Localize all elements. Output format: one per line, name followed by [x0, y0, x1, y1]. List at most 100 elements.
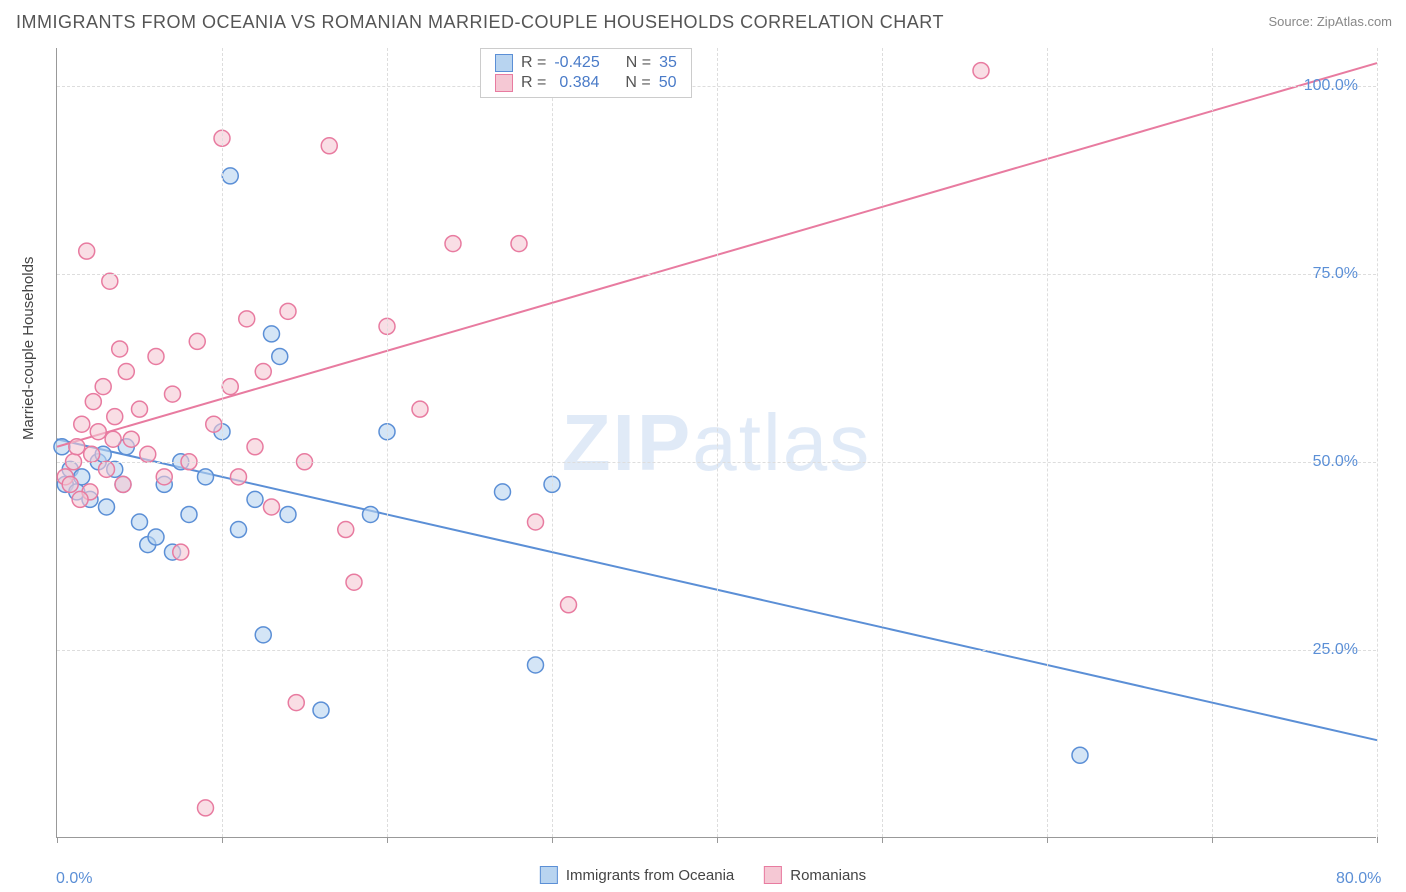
scatter-point	[62, 476, 78, 492]
scatter-point	[280, 303, 296, 319]
legend-swatch-1	[764, 866, 782, 884]
scatter-point	[280, 506, 296, 522]
gridline-vertical	[1212, 48, 1213, 837]
scatter-point	[231, 469, 247, 485]
scatter-point	[973, 63, 989, 79]
scatter-point	[181, 506, 197, 522]
scatter-point	[173, 544, 189, 560]
scatter-point	[255, 364, 271, 380]
scatter-point	[255, 627, 271, 643]
scatter-point	[148, 529, 164, 545]
scatter-point	[148, 348, 164, 364]
scatter-point	[528, 657, 544, 673]
scatter-point	[445, 236, 461, 252]
legend-label-1: Romanians	[790, 867, 866, 884]
scatter-point	[99, 499, 115, 515]
scatter-point	[313, 702, 329, 718]
scatter-point	[231, 522, 247, 538]
gridline-vertical	[222, 48, 223, 837]
scatter-point	[288, 695, 304, 711]
scatter-point	[102, 273, 118, 289]
legend-item-0: Immigrants from Oceania	[540, 866, 734, 884]
scatter-point	[363, 506, 379, 522]
scatter-point	[74, 416, 90, 432]
x-tick	[1377, 837, 1378, 843]
scatter-point	[115, 476, 131, 492]
scatter-point	[105, 431, 121, 447]
scatter-point	[90, 424, 106, 440]
x-tick	[882, 837, 883, 843]
x-tick	[552, 837, 553, 843]
gridline-vertical	[1047, 48, 1048, 837]
y-tick-label: 25.0%	[1313, 641, 1358, 659]
x-tick-label: 0.0%	[56, 870, 92, 888]
x-tick	[387, 837, 388, 843]
x-tick	[1212, 837, 1213, 843]
gridline-vertical	[552, 48, 553, 837]
scatter-point	[198, 469, 214, 485]
scatter-point	[72, 491, 88, 507]
scatter-point	[123, 431, 139, 447]
scatter-point	[118, 364, 134, 380]
gridline-vertical	[387, 48, 388, 837]
gridline-vertical	[882, 48, 883, 837]
scatter-point	[264, 326, 280, 342]
scatter-point	[561, 597, 577, 613]
scatter-point	[511, 236, 527, 252]
scatter-point	[140, 446, 156, 462]
scatter-point	[239, 311, 255, 327]
scatter-point	[1072, 747, 1088, 763]
y-axis-label: Married-couple Households	[20, 257, 37, 440]
legend-swatch-0	[540, 866, 558, 884]
scatter-point	[198, 800, 214, 816]
scatter-point	[321, 138, 337, 154]
gridline-vertical	[717, 48, 718, 837]
scatter-point	[495, 484, 511, 500]
scatter-point	[95, 379, 111, 395]
scatter-point	[132, 514, 148, 530]
stats-legend-box: R = -0.425 N = 35 R = 0.384 N = 50	[480, 48, 692, 98]
scatter-point	[99, 461, 115, 477]
y-tick-label: 50.0%	[1313, 453, 1358, 471]
scatter-point	[165, 386, 181, 402]
chart-plot-area: ZIPatlas 25.0%50.0%75.0%100.0%	[56, 48, 1376, 838]
scatter-point	[346, 574, 362, 590]
stats-row-series-1: R = 0.384 N = 50	[495, 73, 677, 93]
scatter-point	[132, 401, 148, 417]
scatter-point	[107, 409, 123, 425]
scatter-point	[247, 439, 263, 455]
scatter-point	[412, 401, 428, 417]
chart-title: IMMIGRANTS FROM OCEANIA VS ROMANIAN MARR…	[16, 12, 944, 33]
legend-item-1: Romanians	[764, 866, 866, 884]
bottom-legend: Immigrants from Oceania Romanians	[540, 866, 866, 884]
gridline-vertical	[1377, 48, 1378, 837]
scatter-point	[69, 439, 85, 455]
scatter-point	[112, 341, 128, 357]
scatter-point	[189, 333, 205, 349]
scatter-point	[247, 491, 263, 507]
scatter-point	[85, 394, 101, 410]
scatter-point	[528, 514, 544, 530]
scatter-point	[222, 168, 238, 184]
scatter-point	[54, 439, 70, 455]
scatter-point	[206, 416, 222, 432]
stats-row-series-0: R = -0.425 N = 35	[495, 53, 677, 73]
swatch-series-0	[495, 54, 513, 72]
source-attribution: Source: ZipAtlas.com	[1268, 14, 1392, 29]
scatter-point	[156, 469, 172, 485]
scatter-point	[84, 446, 100, 462]
x-tick	[222, 837, 223, 843]
scatter-point	[79, 243, 95, 259]
x-tick	[1047, 837, 1048, 843]
scatter-point	[264, 499, 280, 515]
scatter-point	[222, 379, 238, 395]
y-tick-label: 75.0%	[1313, 265, 1358, 283]
scatter-point	[338, 522, 354, 538]
y-tick-label: 100.0%	[1304, 77, 1358, 95]
x-tick	[57, 837, 58, 843]
scatter-point	[272, 348, 288, 364]
x-tick-label: 80.0%	[1336, 870, 1381, 888]
legend-label-0: Immigrants from Oceania	[566, 867, 734, 884]
swatch-series-1	[495, 74, 513, 92]
x-tick	[717, 837, 718, 843]
